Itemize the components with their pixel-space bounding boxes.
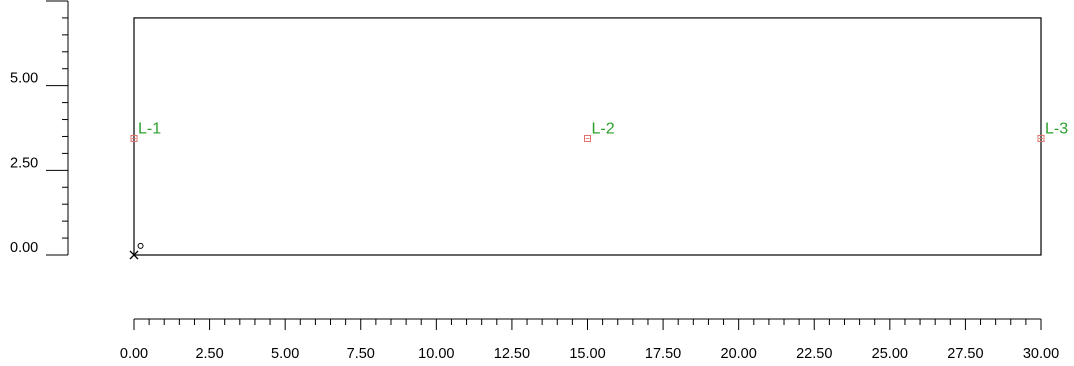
marker-square-icon bbox=[584, 134, 591, 142]
y-axis-ruler: 0.00 2.50 5.00 7.50 bbox=[10, 0, 69, 256]
drawing-outline bbox=[133, 17, 1042, 256]
marker-label: L-2 bbox=[592, 120, 615, 137]
y-tick-label: 2.50 bbox=[10, 155, 38, 171]
x-tick-label: 25.00 bbox=[872, 346, 908, 362]
y-tick-label: 7.50 bbox=[10, 0, 38, 2]
x-tick-label: 5.00 bbox=[271, 346, 299, 362]
marker-l-3: L-3 bbox=[1037, 120, 1068, 142]
marker-l-1: L-1 bbox=[130, 120, 161, 142]
marker-label: L-1 bbox=[138, 120, 161, 137]
x-tick-label: 27.50 bbox=[947, 346, 983, 362]
x-tick-label: 12.50 bbox=[494, 346, 530, 362]
x-tick-label: 0.00 bbox=[120, 346, 148, 362]
x-tick-label: 30.00 bbox=[1023, 346, 1059, 362]
small-circle-icon bbox=[137, 242, 144, 249]
y-tick-label: 0.00 bbox=[10, 240, 38, 256]
marker-label: L-3 bbox=[1045, 120, 1068, 137]
x-tick-label: 7.50 bbox=[347, 346, 375, 362]
x-tick-label: 10.00 bbox=[418, 346, 454, 362]
origin-cross-icon bbox=[129, 250, 139, 260]
markers-layer: L-1 L-2 L-3 bbox=[130, 120, 1068, 142]
x-tick-label: 17.50 bbox=[645, 346, 681, 362]
marker-square-icon bbox=[130, 134, 138, 142]
marker-square-icon bbox=[1037, 134, 1045, 142]
x-axis-ruler: 0.00 2.50 5.00 7.50 10.00 12.50 15.00 17.50 20.0… bbox=[120, 318, 1059, 362]
x-tick-label: 20.00 bbox=[721, 346, 757, 362]
marker-l-2: L-2 bbox=[584, 120, 615, 142]
y-tick-label: 5.00 bbox=[10, 71, 38, 87]
x-tick-label: 22.50 bbox=[796, 346, 832, 362]
x-tick-label: 2.50 bbox=[195, 346, 223, 362]
x-tick-label: 15.00 bbox=[569, 346, 605, 362]
